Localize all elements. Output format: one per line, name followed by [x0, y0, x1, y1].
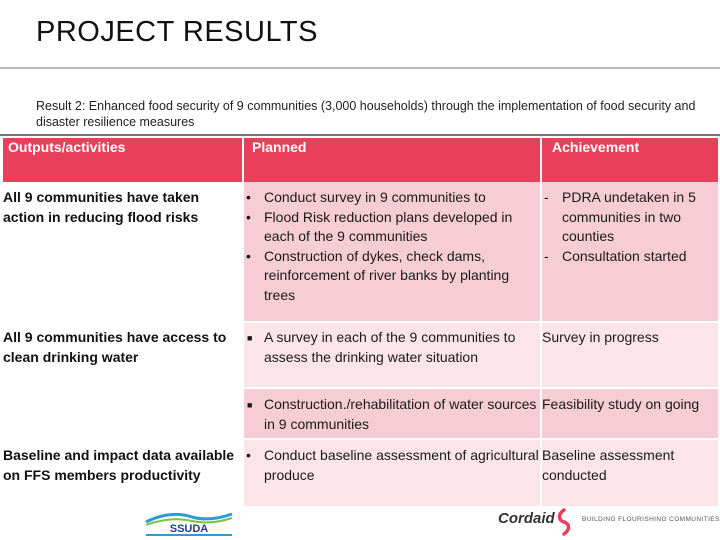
- table-row: All 9 communities have taken action in r…: [3, 182, 718, 322]
- cordaid-logo-text: Cordaid: [498, 510, 555, 527]
- list-item: • Construction of dykes, check dams, rein…: [246, 247, 510, 303]
- header-achievement: Achievement: [541, 138, 718, 182]
- square-bullet-icon: ■: [247, 333, 253, 343]
- achievement-cell: Survey in progress: [540, 321, 718, 388]
- activity-cell: All 9 communities have taken action in r…: [3, 182, 243, 322]
- planned-cell: ■ A survey in each of the 9 communities t…: [242, 321, 541, 388]
- table-row: ■ Construction./rehabilitation of water s…: [3, 387, 718, 439]
- list-item: - Consultation started: [542, 247, 718, 267]
- activity-cell: [3, 387, 243, 439]
- svg-text:SSUDA: SSUDA: [170, 523, 209, 535]
- list-item: • Conduct baseline assessment of agricult…: [246, 447, 539, 483]
- bullet-icon: •: [246, 189, 251, 205]
- title-divider: [0, 67, 720, 69]
- dash-icon: -: [544, 247, 549, 264]
- table-row: All 9 communities have access to clean d…: [3, 321, 718, 388]
- subtitle-divider: [0, 134, 720, 136]
- cordaid-tagline: BUILDING FLOURISHING COMMUNITIES: [582, 516, 720, 523]
- achievement-cell: Feasibility study on going: [540, 387, 718, 439]
- activity-cell: Baseline and impact data available on FF…: [3, 438, 243, 508]
- bullet-icon: •: [246, 447, 251, 463]
- cordaid-symbol-icon: [557, 508, 571, 536]
- dash-icon: -: [544, 189, 549, 205]
- ssuda-logo: SSUDA: [140, 508, 238, 538]
- achievement-cell: Baseline assessment conducted: [540, 438, 718, 508]
- planned-cell: • Conduct baseline assessment of agricult…: [242, 438, 541, 508]
- list-item: • Conduct survey in 9 communities to: [244, 188, 540, 208]
- header-planned: Planned: [243, 138, 542, 182]
- footer: [0, 506, 720, 540]
- activity-cell: All 9 communities have access to clean d…: [3, 321, 243, 388]
- bullet-icon: •: [246, 247, 251, 264]
- list-item: ■ A survey in each of the 9 communities t…: [247, 329, 516, 365]
- table-header-row: Outputs/activities Planned Achievement: [3, 138, 718, 182]
- list-item: • Flood Risk reduction plans developed in…: [246, 208, 513, 245]
- planned-cell: • Conduct survey in 9 communities to • Flo…: [242, 182, 541, 322]
- page-title: PROJECT RESULTS: [36, 16, 318, 48]
- achievement-cell: - PDRA undetaken in 5 communities in two …: [540, 182, 718, 322]
- header-outputs: Outputs/activities: [3, 138, 244, 182]
- results-table: Outputs/activities Planned Achievement A…: [3, 138, 718, 508]
- planned-cell: ■ Construction./rehabilitation of water s…: [242, 387, 541, 439]
- table-row: Baseline and impact data available on FF…: [3, 438, 718, 508]
- square-bullet-icon: ■: [247, 400, 253, 410]
- result-subtitle: Result 2: Enhanced food security of 9 co…: [36, 99, 696, 129]
- list-item: ■ Construction./rehabilitation of water s…: [247, 396, 537, 432]
- list-item: - PDRA undetaken in 5 communities in two …: [544, 189, 696, 244]
- bullet-icon: •: [246, 208, 251, 225]
